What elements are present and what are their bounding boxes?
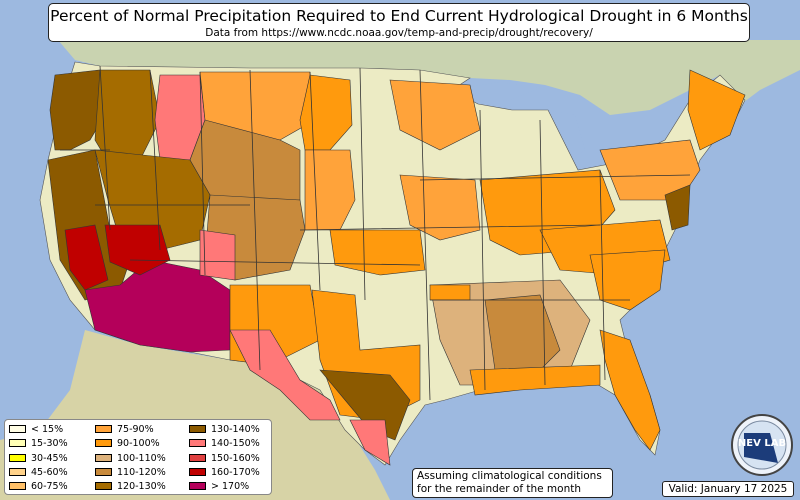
map-subtitle: Data from https://www.ncdc.noaa.gov/temp… [205,27,593,39]
legend-item: 120-130% [95,480,166,493]
texas-coast-pink [349,419,391,466]
legend-item: 30-45% [9,452,68,465]
legend-swatch [189,439,206,448]
texas-brown [319,369,411,441]
legend-label: 140-150% [211,438,260,450]
legend-label: 150-160% [211,452,260,464]
colorado-pink [199,229,236,281]
new-england-orange [687,69,746,151]
legend-swatch [189,482,206,491]
legend-item: 90-100% [95,437,160,450]
utah-red [104,224,171,276]
canada-land [58,40,800,115]
legend-item: 15-30% [9,437,68,450]
legend-label: > 170% [211,481,250,493]
gulf-coast-orange [469,364,601,396]
legend-label: 120-130% [117,481,166,493]
state-borders [60,65,691,401]
legend-swatch [95,425,112,433]
california-brown [47,149,131,301]
drought-regions [47,69,746,466]
legend-swatch [9,482,26,491]
legend-item: < 15% [9,423,63,436]
legend-label: 90-100% [117,438,160,450]
legend-swatch [189,453,206,462]
legend: < 15% 15-30% 30-45% 45-60% 60-75% 75-90% 90-10… [4,419,272,495]
arkansas-orange [429,284,471,301]
legend-label: 75-90% [117,424,154,435]
great-lakes-orange [389,79,481,151]
atlantic-brown [664,184,691,231]
legend-label: 100-110% [117,452,166,464]
legend-swatch [9,425,26,433]
legend-item: 140-150% [189,437,260,450]
legend-swatch [95,439,112,448]
border-lines [60,65,691,401]
texas-panhandle-pink [229,329,341,421]
legend-label: 15-30% [31,438,68,450]
legend-label: 30-45% [31,452,68,464]
legend-swatch [9,453,26,462]
legend-label: 160-170% [211,466,260,478]
carolinas-orange [589,249,666,311]
valid-date: Valid: January 17 2025 [662,481,794,497]
legend-swatch [95,482,112,491]
legend-swatch [189,467,206,476]
legend-swatch [9,467,26,476]
legend-item: > 170% [189,480,249,493]
legend-item: 150-160% [189,452,260,465]
legend-label: < 15% [31,424,64,435]
legend-label: 130-140% [211,424,260,435]
legend-item: 100-110% [95,452,166,465]
legend-item: 160-170% [189,466,260,479]
legend-swatch [189,425,206,433]
legend-label: 45-60% [31,466,68,478]
svg-text:NEV LAB: NEV LAB [738,438,786,449]
legend-swatch [95,467,112,476]
legend-item: 110-120% [95,466,166,479]
legend-swatch [9,439,26,448]
legend-item: 75-90% [95,423,154,436]
legend-label: 60-75% [31,481,68,493]
florida-orange [599,329,661,451]
legend-label: 110-120% [117,466,166,478]
assumption-note: Assuming climatological conditions for t… [412,468,613,498]
title-box: Percent of Normal Precipitation Required… [48,3,750,42]
nevada-lab-logo: NEV LAB [731,414,793,476]
socal-red [64,224,109,291]
map-title: Percent of Normal Precipitation Required… [50,7,748,25]
legend-item: 45-60% [9,466,68,479]
legend-item: 130-140% [189,423,260,436]
plains-orange [304,149,356,231]
legend-item: 60-75% [9,480,68,493]
legend-swatch [95,453,112,462]
